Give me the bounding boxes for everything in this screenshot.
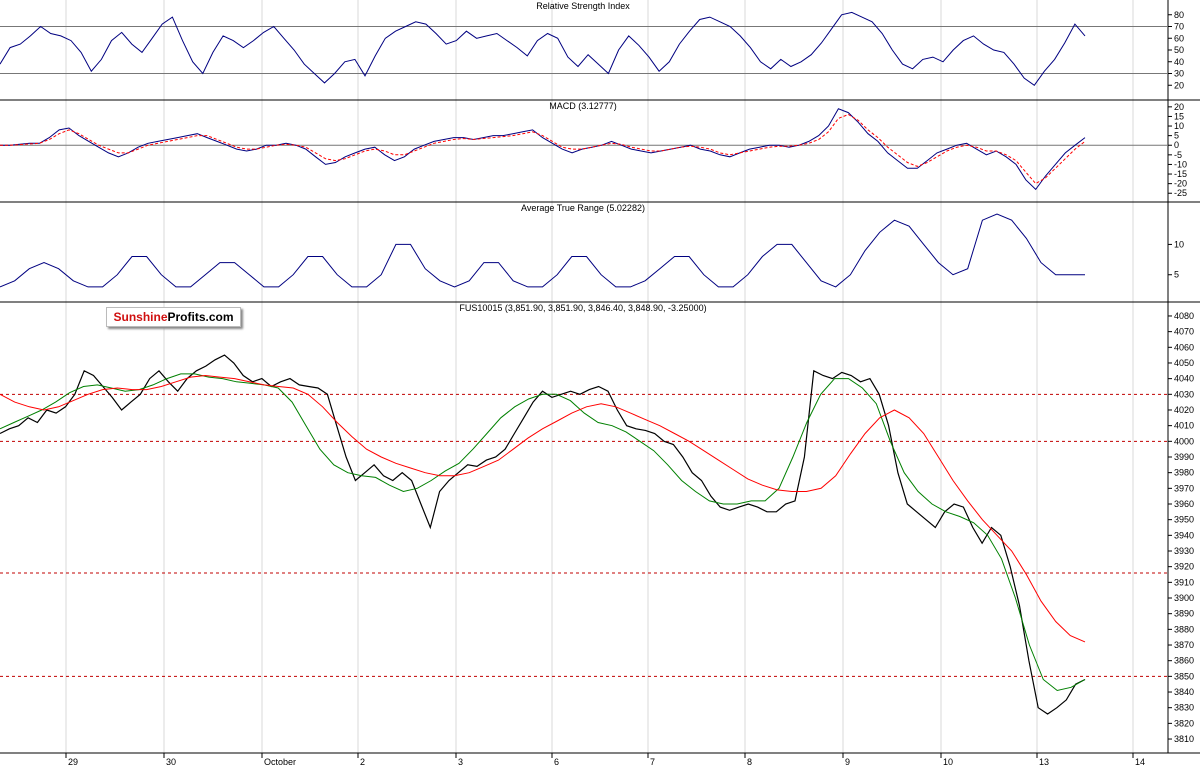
y-tick-label: 4030 xyxy=(1174,389,1194,399)
sunshine-profits-logo: SunshineProfits.com xyxy=(106,307,241,327)
y-tick-label: 3810 xyxy=(1174,734,1194,744)
y-tick-label: 3940 xyxy=(1174,530,1194,540)
x-tick-label: 8 xyxy=(747,757,752,767)
y-tick-label: 4010 xyxy=(1174,421,1194,431)
y-tick-label: 3880 xyxy=(1174,624,1194,634)
series-line-atr-0 xyxy=(0,213,1085,288)
y-tick-label: 4060 xyxy=(1174,342,1194,352)
y-tick-label: 3960 xyxy=(1174,499,1194,509)
x-tick-label: 10 xyxy=(943,757,953,767)
y-tick-label: 20 xyxy=(1174,80,1184,90)
y-tick-label: -10 xyxy=(1174,159,1187,169)
y-tick-label: 80 xyxy=(1174,10,1184,20)
y-tick-label: 3980 xyxy=(1174,468,1194,478)
y-tick-label: -25 xyxy=(1174,188,1187,198)
series-line-rsi-0 xyxy=(0,11,1086,86)
series-line-macd-0 xyxy=(0,108,1086,191)
panel-title: Relative Strength Index xyxy=(536,1,630,11)
y-tick-label: 3990 xyxy=(1174,452,1194,462)
y-tick-label: 4000 xyxy=(1174,436,1194,446)
y-tick-label: 3930 xyxy=(1174,546,1194,556)
x-tick-label: 9 xyxy=(845,757,850,767)
y-tick-label: 4040 xyxy=(1174,374,1194,384)
series-line-macd-1 xyxy=(0,113,1086,185)
x-tick-label: 6 xyxy=(554,757,559,767)
y-tick-label: 3970 xyxy=(1174,483,1194,493)
x-tick-label: 14 xyxy=(1135,757,1145,767)
panel-title: FUS10015 (3,851.90, 3,851.90, 3,846.40, … xyxy=(459,303,706,313)
logo-part-1: Sunshine xyxy=(113,310,168,324)
x-tick-label: 29 xyxy=(68,757,78,767)
y-tick-label: -15 xyxy=(1174,169,1187,179)
y-tick-label: 4080 xyxy=(1174,311,1194,321)
series-line-price-2 xyxy=(0,374,1086,643)
logo-part-2: Profits.com xyxy=(167,310,234,324)
y-tick-label: 30 xyxy=(1174,69,1184,79)
y-tick-label: 3910 xyxy=(1174,577,1194,587)
y-tick-label: -5 xyxy=(1174,150,1182,160)
y-tick-label: 50 xyxy=(1174,45,1184,55)
x-tick-label: 7 xyxy=(650,757,655,767)
x-tick-label: October xyxy=(264,757,296,767)
y-tick-label: 4050 xyxy=(1174,358,1194,368)
y-tick-label: 70 xyxy=(1174,22,1184,32)
x-tick-label: 3 xyxy=(458,757,463,767)
panel-title: Average True Range (5.02282) xyxy=(521,203,645,213)
series-line-price-1 xyxy=(0,373,1086,692)
y-tick-label: 3900 xyxy=(1174,593,1194,603)
y-tick-label: 3870 xyxy=(1174,640,1194,650)
y-tick-label: 3950 xyxy=(1174,515,1194,525)
y-tick-label: 3830 xyxy=(1174,703,1194,713)
panel-title: MACD (3.12777) xyxy=(549,101,617,111)
y-tick-label: 4070 xyxy=(1174,327,1194,337)
y-tick-label: 15 xyxy=(1174,111,1184,121)
y-tick-label: 0 xyxy=(1174,140,1179,150)
y-tick-label: 3860 xyxy=(1174,656,1194,666)
y-tick-label: 4020 xyxy=(1174,405,1194,415)
y-tick-label: 5 xyxy=(1174,270,1179,280)
x-tick-label: 30 xyxy=(166,757,176,767)
y-tick-label: 40 xyxy=(1174,57,1184,67)
series-line-price-0 xyxy=(0,354,1086,715)
y-tick-label: 10 xyxy=(1174,121,1184,131)
y-tick-label: 60 xyxy=(1174,33,1184,43)
y-tick-label: 10 xyxy=(1174,239,1184,249)
x-tick-label: 13 xyxy=(1039,757,1049,767)
x-tick-label: 2 xyxy=(360,757,365,767)
y-tick-label: -20 xyxy=(1174,179,1187,189)
y-tick-label: 3890 xyxy=(1174,609,1194,619)
y-tick-label: 3820 xyxy=(1174,718,1194,728)
y-tick-label: 3840 xyxy=(1174,687,1194,697)
y-tick-label: 3850 xyxy=(1174,671,1194,681)
y-tick-label: 5 xyxy=(1174,131,1179,141)
y-tick-label: 20 xyxy=(1174,102,1184,112)
y-tick-label: 3920 xyxy=(1174,562,1194,572)
